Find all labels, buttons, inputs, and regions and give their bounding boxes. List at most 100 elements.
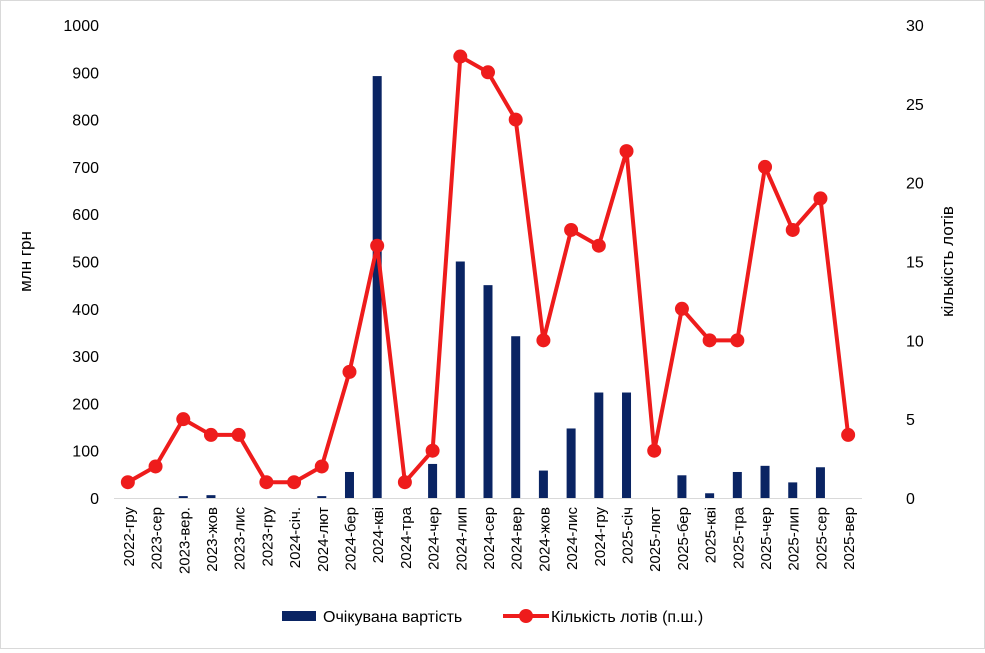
- bar: [206, 495, 216, 498]
- bar: [677, 475, 687, 498]
- x-tick-label: 2024-гру: [592, 507, 609, 567]
- bar: [538, 470, 548, 498]
- bar: [760, 465, 770, 498]
- line-point: [591, 238, 606, 253]
- x-tick-label: 2024-січ.: [287, 507, 304, 568]
- right-axis-title: кількість лотів: [938, 206, 957, 317]
- line-point: [508, 112, 523, 127]
- left-tick-label: 400: [72, 302, 99, 319]
- bar: [428, 463, 438, 498]
- line-point: [647, 443, 662, 458]
- x-tick-label: 2024-жов: [536, 507, 553, 572]
- line-point: [785, 222, 800, 237]
- bar: [788, 482, 798, 498]
- right-tick-label: 10: [906, 333, 924, 350]
- line-point: [370, 238, 385, 253]
- x-tick-label: 2023-гру: [259, 507, 276, 567]
- x-tick-label: 2025-чер: [758, 507, 775, 570]
- legend-bar-swatch: [282, 611, 316, 621]
- x-tick-label: 2024-вер: [509, 507, 526, 570]
- left-tick-label: 900: [72, 65, 99, 82]
- x-tick-label: 2024-лип: [453, 507, 470, 571]
- x-tick-label: 2024-чер: [426, 507, 443, 570]
- bar: [566, 428, 576, 498]
- bar: [594, 392, 604, 498]
- line-point: [841, 427, 856, 442]
- right-tick-label: 25: [906, 97, 924, 114]
- left-axis-ticks: 0 100 200 300 400 500 600 700 800 900 1000: [63, 18, 99, 508]
- legend: Очікувана вартість Кількість лотів (п.ш.…: [282, 609, 703, 626]
- x-axis-ticks: 2022-гру 2023-сер 2023-вер. 2023-жов 2023-ли…: [121, 506, 858, 574]
- x-tick-label: 2023-жов: [204, 507, 221, 572]
- right-tick-label: 15: [906, 255, 924, 272]
- left-tick-label: 0: [90, 491, 99, 508]
- legend-line-marker: [519, 609, 533, 623]
- x-tick-label: 2024-лис: [564, 507, 581, 570]
- right-tick-label: 30: [906, 18, 924, 35]
- bar: [705, 493, 715, 498]
- x-tick-label: 2023-вер.: [176, 507, 193, 574]
- x-tick-label: 2025-вер: [841, 507, 858, 570]
- bar-series: [178, 76, 825, 499]
- line-point: [259, 475, 274, 490]
- line-point: [425, 443, 440, 458]
- line-point: [702, 333, 717, 348]
- line-series: [120, 49, 856, 490]
- line-point: [176, 412, 191, 427]
- line-point: [453, 49, 468, 64]
- left-tick-label: 1000: [63, 18, 99, 35]
- line-point: [564, 222, 579, 237]
- x-tick-label: 2025-бер: [675, 507, 692, 570]
- x-tick-label: 2024-лют: [315, 507, 332, 572]
- left-tick-label: 700: [72, 160, 99, 177]
- line-point: [148, 459, 163, 474]
- line-point: [813, 191, 828, 206]
- left-tick-label: 800: [72, 113, 99, 130]
- x-tick-label: 2023-лис: [232, 507, 249, 570]
- bar: [732, 471, 742, 498]
- line-point: [730, 333, 745, 348]
- right-tick-label: 5: [906, 412, 915, 429]
- line-point: [397, 475, 412, 490]
- x-tick-label: 2024-сер: [481, 507, 498, 570]
- x-tick-label: 2024-кві: [370, 507, 387, 563]
- bar: [483, 285, 493, 498]
- line-point: [481, 65, 495, 80]
- left-tick-label: 300: [72, 349, 99, 366]
- line-point: [231, 427, 246, 442]
- right-tick-label: 0: [906, 491, 915, 508]
- right-axis-ticks: 0 5 10 15 20 25 30: [906, 18, 924, 508]
- x-tick-label: 2025-лип: [786, 507, 803, 571]
- legend-bar-label: Очікувана вартість: [323, 609, 462, 626]
- bar: [511, 336, 521, 498]
- line-point: [674, 301, 689, 316]
- x-tick-label: 2025-кві: [703, 507, 720, 563]
- line-point: [203, 427, 218, 442]
- x-tick-label: 2025-сер: [813, 507, 830, 570]
- bar: [815, 467, 825, 498]
- line-point: [120, 475, 135, 490]
- line-point: [536, 333, 551, 348]
- right-tick-label: 20: [906, 176, 924, 193]
- x-tick-label: 2025-лют: [647, 507, 664, 572]
- x-tick-label: 2025-січ: [620, 507, 637, 564]
- x-tick-label: 2024-тра: [398, 506, 415, 569]
- x-tick-label: 2024-бер: [342, 507, 359, 570]
- bar: [178, 496, 188, 498]
- left-axis-title: млн грн: [16, 231, 35, 292]
- line-point: [314, 459, 329, 474]
- bar: [344, 471, 354, 498]
- line-point: [619, 144, 634, 159]
- left-tick-label: 200: [72, 396, 99, 413]
- line-point: [758, 159, 773, 174]
- bar: [372, 76, 382, 499]
- left-tick-label: 600: [72, 207, 99, 224]
- x-tick-label: 2022-гру: [121, 507, 138, 567]
- line-point: [342, 364, 357, 379]
- left-tick-label: 100: [72, 444, 99, 461]
- x-tick-label: 2023-сер: [149, 507, 166, 570]
- line-point: [287, 475, 302, 490]
- left-tick-label: 500: [72, 255, 99, 272]
